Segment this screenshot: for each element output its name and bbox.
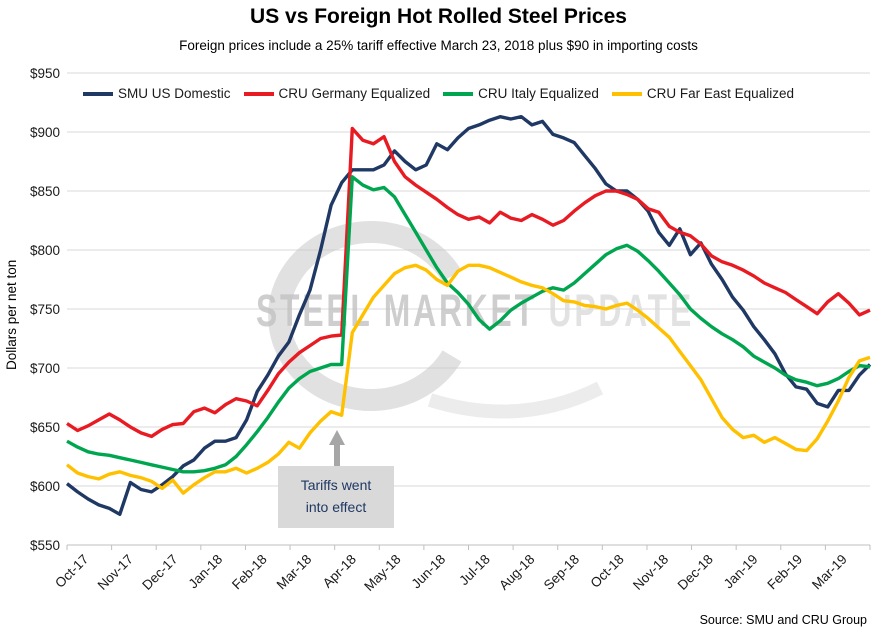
x-tick-label: Nov-18	[630, 552, 671, 593]
watermark-logo-swoosh-icon	[268, 221, 462, 411]
y-tick-label: $700	[30, 361, 60, 376]
chart-subtitle: Foreign prices include a 25% tariff effe…	[179, 38, 698, 53]
up-arrow-icon	[329, 430, 345, 445]
y-tick-label: $550	[30, 538, 60, 553]
y-tick-label: $600	[30, 479, 60, 494]
series-line-cru-italy-equalized	[66, 175, 871, 474]
legend-item-cru-far-east-equalized: CRU Far East Equalized	[611, 86, 794, 101]
x-tick-label: Aug-18	[496, 552, 537, 593]
series-line-smu-us-domestic	[65, 114, 872, 516]
x-tick-label: Jan-19	[721, 552, 761, 592]
tariff-annotation-line1: Tariffs went	[300, 477, 372, 494]
tariff-annotation-line2: into effect	[305, 499, 367, 515]
x-tick-label: Nov-17	[95, 552, 136, 593]
x-tick-label: Jul-18	[456, 552, 493, 589]
y-tick-label: $750	[30, 302, 60, 317]
y-tick-label: $850	[30, 184, 60, 199]
x-tick-label: Jan-18	[185, 552, 225, 592]
x-tick-label: Oct-17	[52, 552, 91, 591]
x-tick-label: Sep-18	[541, 552, 582, 593]
x-tick-label: Dec-17	[139, 552, 180, 593]
up-arrow-shaft-icon	[334, 444, 340, 466]
legend-label: CRU Far East Equalized	[646, 86, 794, 101]
legend-label: SMU US Domestic	[118, 86, 231, 101]
x-tick-label: Apr-18	[320, 552, 359, 591]
x-tick-label: Oct-18	[588, 552, 627, 591]
source-note: Source: SMU and CRU Group	[699, 613, 867, 627]
series-line-cru-germany-equalized	[66, 126, 871, 439]
watermark-logo-tail-icon	[427, 381, 604, 419]
x-tick-label: Mar-18	[274, 552, 315, 593]
y-tick-label: $800	[30, 243, 60, 258]
legend-swatch-icon	[83, 91, 114, 96]
legend-label: CRU Germany Equalized	[278, 86, 431, 101]
x-tick-label: May-18	[361, 552, 403, 594]
chart-legend: SMU US Domestic CRU Germany Equalized CRU …	[0, 86, 877, 101]
legend-item-cru-germany-equalized: CRU Germany Equalized	[243, 86, 431, 101]
y-axis-title: Dollars per net ton	[4, 259, 19, 371]
legend-swatch-icon	[443, 91, 474, 96]
legend-item-cru-italy-equalized: CRU Italy Equalized	[443, 86, 599, 101]
x-tick-label: Feb-18	[229, 552, 270, 593]
legend-item-smu-us-domestic: SMU US Domestic	[83, 86, 231, 101]
y-tick-label: $950	[30, 66, 60, 81]
x-tick-label: Jun-18	[409, 552, 449, 592]
legend-swatch-icon	[243, 91, 274, 96]
x-tick-label: Dec-18	[675, 552, 716, 593]
series-line-cru-far-east-equalized	[65, 263, 871, 495]
watermark-text: STEEL MARKET UPDATE	[256, 285, 694, 336]
legend-label: CRU Italy Equalized	[478, 86, 599, 101]
x-tick-label: Mar-19	[809, 552, 850, 593]
y-tick-label: $650	[30, 420, 60, 435]
y-tick-label: $900	[30, 125, 60, 140]
chart-title: US vs Foreign Hot Rolled Steel Prices	[250, 5, 627, 28]
tariff-annotation: Tariffs went into effect	[278, 466, 394, 528]
legend-swatch-icon	[611, 91, 642, 96]
x-tick-label: Feb-19	[764, 552, 805, 593]
